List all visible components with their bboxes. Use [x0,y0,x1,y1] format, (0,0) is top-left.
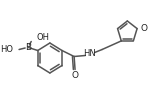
Text: OH: OH [37,33,50,42]
Text: HN: HN [84,49,96,58]
Text: O: O [71,70,78,79]
Text: B: B [25,43,32,52]
Text: O: O [141,24,148,33]
Text: HO: HO [0,45,13,54]
